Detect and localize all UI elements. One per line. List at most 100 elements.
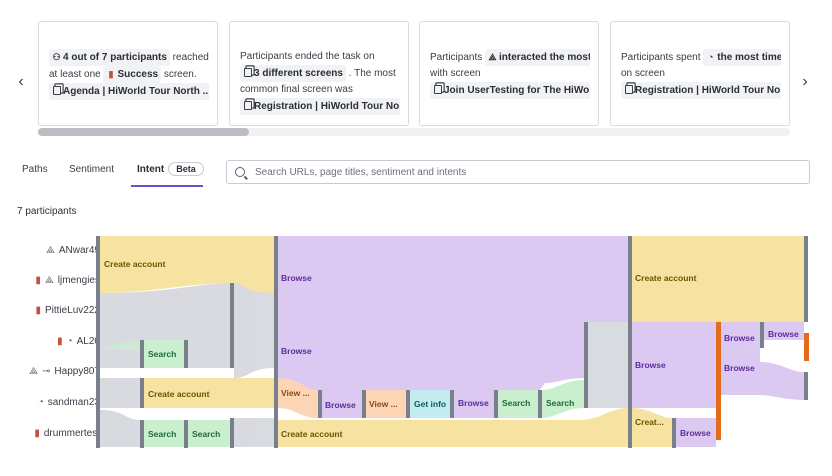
flow-label: Get info: [414, 399, 446, 409]
flag-icon: ▮: [34, 427, 40, 439]
flow-node-bar[interactable]: [628, 236, 632, 448]
flow-nodes: [96, 236, 808, 448]
copy-icon: [52, 83, 61, 99]
path-icon: ⊸: [42, 365, 51, 377]
flow-label: Browse: [768, 329, 799, 339]
flow-label: Browse: [724, 363, 755, 373]
flow-node-bar[interactable]: [494, 390, 498, 418]
flow-label: Search: [192, 429, 220, 439]
flow-segment: [144, 420, 184, 447]
flow-segment: [764, 322, 804, 340]
tab-intent[interactable]: Intent Beta: [137, 162, 204, 176]
tab-sentiment[interactable]: Sentiment: [69, 164, 115, 175]
flow-segment: [278, 408, 628, 447]
tab-intent-label: Intent: [137, 164, 165, 175]
flag-icon: ▮: [35, 274, 41, 286]
flow-node-bar[interactable]: [804, 236, 808, 322]
flow-node-bar[interactable]: [274, 236, 278, 448]
insight-chip[interactable]: ▮ Success: [103, 66, 162, 83]
flow-segment: [366, 390, 406, 418]
chip-text: Success: [117, 69, 159, 80]
flow-label: Browse: [724, 333, 755, 343]
beta-badge: Beta: [168, 162, 204, 176]
insight-chip[interactable]: ⚇ 4 out of 7 participants: [49, 49, 170, 66]
insight-text: screen.: [161, 69, 197, 80]
interact-icon: ⟁: [44, 274, 54, 286]
carousel-scrollbar[interactable]: [38, 128, 790, 136]
flow-segment: [278, 236, 628, 390]
carousel-next-button[interactable]: ›: [796, 70, 814, 94]
flow-node-bar[interactable]: [140, 340, 144, 368]
insight-card-most-interacted[interactable]: Participants ⟁ interacted the most with sc…: [419, 21, 599, 126]
flow-node-bar[interactable]: [672, 418, 676, 448]
flow-link: [100, 410, 140, 447]
flow-segment: [720, 348, 760, 362]
participant-row[interactable]: ⟁ ⊸ Happy807: [29, 363, 100, 379]
flow-node-bar[interactable]: [230, 418, 234, 448]
insight-line: common final screen was: [240, 82, 400, 98]
flow-node-bar[interactable]: [804, 372, 808, 400]
interact-icon: ⟁: [45, 244, 55, 256]
insight-line: Registration | HiWorld Tour No...: [240, 98, 400, 115]
flow-node-bar-highlight[interactable]: [716, 322, 721, 440]
insight-chip[interactable]: ⟁ interacted the most: [485, 49, 590, 66]
active-tab-indicator: [131, 185, 203, 187]
flow-segment: [454, 390, 494, 418]
flow-node-bar[interactable]: [318, 390, 322, 418]
flow-node-bar[interactable]: [140, 378, 144, 408]
screen-chip[interactable]: Join UserTesting for The HiWo...: [430, 82, 590, 99]
participant-row[interactable]: ▮ drummertest: [34, 425, 100, 441]
flow-segment: [410, 390, 450, 418]
participant-count: 7 participants: [17, 206, 77, 217]
copy-icon: [433, 82, 442, 98]
chip-text: Registration | HiWorld Tour No...: [254, 101, 400, 112]
flow-node-bar-highlight[interactable]: [804, 333, 809, 361]
flow-label: Create account: [148, 389, 210, 399]
flow-node-bar[interactable]: [184, 420, 188, 448]
flow-label: Search: [148, 429, 176, 439]
insight-card-final-screens[interactable]: Participants ended the task on 3 differen…: [229, 21, 409, 126]
flow-label: Creat...: [635, 417, 664, 427]
clock-icon: ◔: [37, 396, 44, 408]
search-icon: [235, 167, 245, 177]
flow-segment: [632, 408, 672, 447]
flow-node-bar[interactable]: [230, 283, 234, 368]
flow-segment: [188, 420, 230, 447]
insight-line: at least one ▮ Success screen.: [49, 66, 209, 83]
flow-label: Create account: [104, 259, 166, 269]
clock-icon: ◔: [708, 52, 714, 62]
insight-chip[interactable]: ◔ the most time: [703, 49, 781, 66]
flow-label: Search: [546, 398, 574, 408]
insight-text: Participants: [430, 52, 486, 63]
screen-chip[interactable]: Registration | HiWorld Tour No...: [240, 98, 400, 115]
flow-node-bar[interactable]: [140, 420, 144, 448]
flow-node-bar[interactable]: [760, 322, 764, 348]
insight-card-most-time[interactable]: Participants spent ◔ the most time on scre…: [610, 21, 790, 126]
flow-link: [100, 283, 230, 368]
carousel-scroll-thumb[interactable]: [38, 128, 249, 136]
flow-segment: [322, 390, 362, 418]
participant-row[interactable]: ◔ sandman23: [38, 394, 100, 410]
flow-node-bar[interactable]: [584, 322, 588, 408]
participant-row[interactable]: ⟁ ANwar49: [46, 242, 100, 258]
participant-row[interactable]: ▮ PittieLuv222: [35, 302, 100, 318]
flow-node-bar[interactable]: [406, 390, 410, 418]
screen-chip[interactable]: Registration | HiWorld Tour No...: [621, 82, 781, 99]
interact-icon: ⟁: [29, 365, 39, 377]
chevron-right-icon: ›: [802, 73, 808, 90]
flow-node-bar[interactable]: [538, 390, 542, 418]
flow-node-bar[interactable]: [450, 390, 454, 418]
participant-name: sandman23: [47, 396, 100, 408]
search-input[interactable]: [255, 166, 795, 178]
participant-row[interactable]: ▮ ◔ AL20: [57, 333, 100, 349]
flow-node-bar[interactable]: [362, 390, 366, 418]
screen-chip[interactable]: Agenda | HiWorld Tour North ...: [49, 83, 209, 100]
carousel-prev-button[interactable]: ‹: [12, 70, 30, 94]
insight-line: ⚇ 4 out of 7 participants reached: [49, 49, 209, 66]
screen-chip[interactable]: 3 different screens: [240, 65, 346, 82]
insight-card-success[interactable]: ⚇ 4 out of 7 participants reached at least…: [38, 21, 218, 126]
participant-row[interactable]: ▮ ⟁ ljmengies: [35, 272, 100, 288]
flow-node-bar[interactable]: [184, 340, 188, 368]
chip-text: Agenda | HiWorld Tour North ...: [63, 86, 209, 97]
tab-paths[interactable]: Paths: [22, 164, 48, 175]
